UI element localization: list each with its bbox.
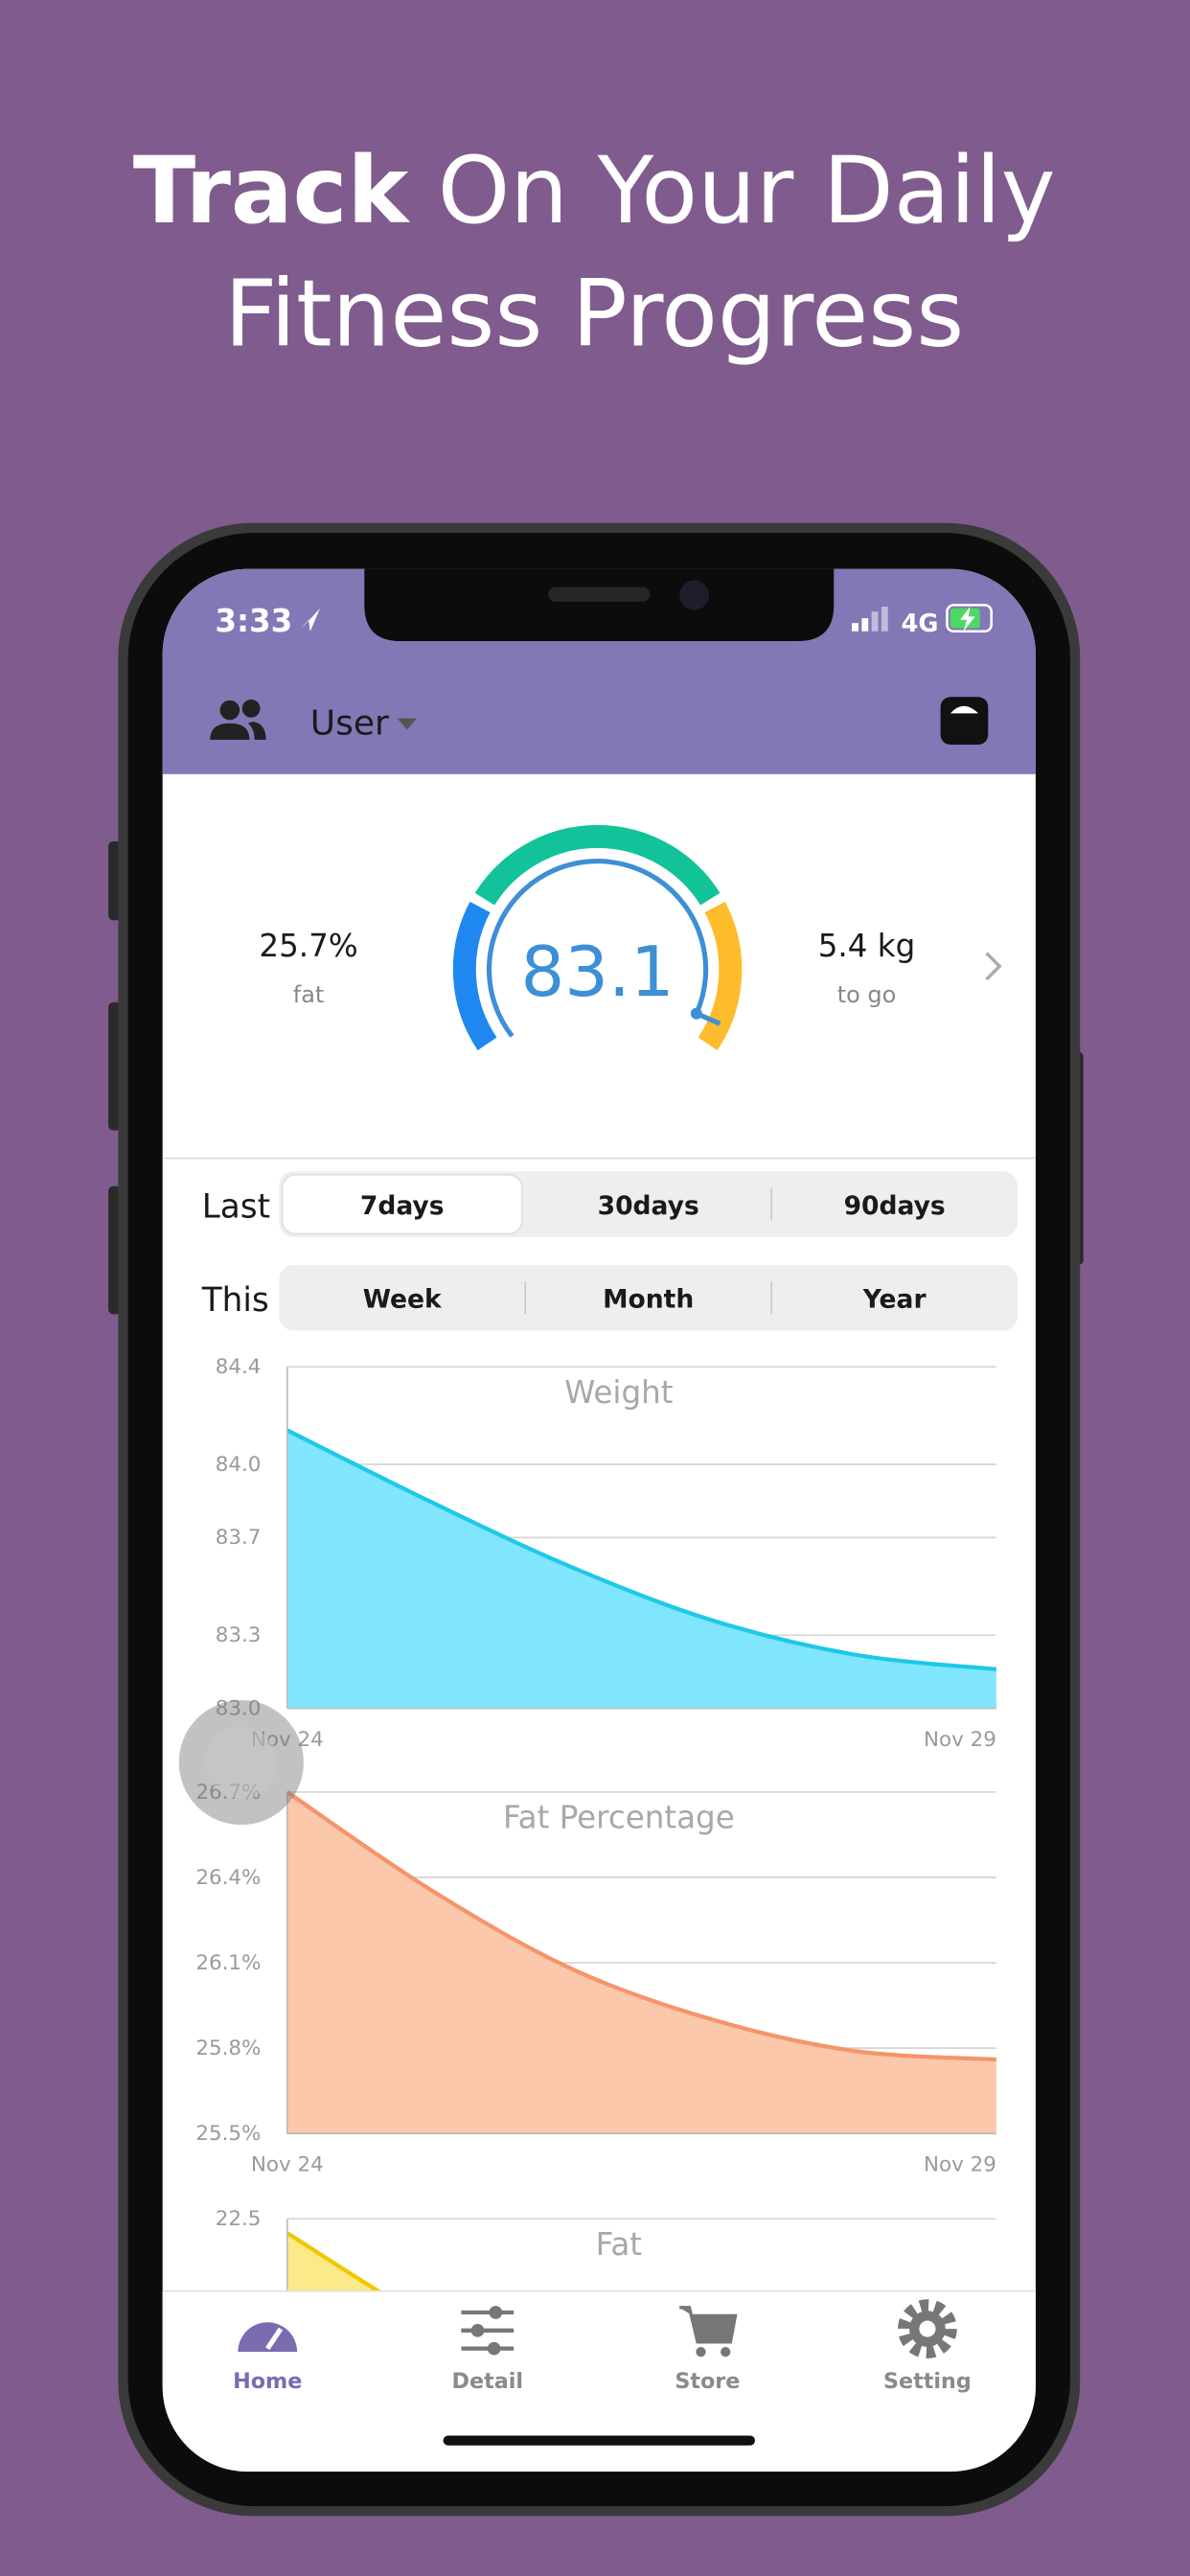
y-tick-label: 25.8% bbox=[195, 2036, 261, 2060]
status-time: 3:33 bbox=[215, 603, 292, 639]
segment-selected bbox=[281, 1173, 523, 1235]
location-icon bbox=[300, 608, 321, 632]
tab-label[interactable]: Store bbox=[675, 2369, 740, 2394]
y-tick-label: 83.0 bbox=[216, 1696, 262, 1720]
tab-label[interactable]: Setting bbox=[883, 2369, 972, 2394]
tab-label[interactable]: Home bbox=[233, 2369, 302, 2394]
x-tick-label: Nov 29 bbox=[924, 2153, 996, 2177]
y-tick-label: 25.5% bbox=[195, 2122, 261, 2146]
chevron[interactable] bbox=[985, 952, 1002, 981]
goal-label: to go bbox=[837, 981, 897, 1008]
y-tick-label: 83.3 bbox=[216, 1623, 262, 1647]
y-tick-label: 84.4 bbox=[216, 1355, 262, 1379]
dropdown-caret bbox=[397, 718, 418, 730]
charging-icon bbox=[960, 607, 975, 632]
goal-value: 5.4 kg bbox=[818, 928, 916, 964]
touch-indicator-core bbox=[205, 1726, 278, 1799]
fat-value: 25.7% bbox=[259, 928, 357, 964]
segment-option[interactable]: 7days bbox=[360, 1191, 445, 1221]
area-line bbox=[286, 1790, 996, 2062]
tab-label[interactable]: Detail bbox=[452, 2369, 524, 2394]
speaker bbox=[548, 586, 651, 602]
tab-icon[interactable] bbox=[679, 2306, 738, 2358]
segment-option[interactable]: Year bbox=[862, 1285, 927, 1315]
gauge-low bbox=[452, 901, 497, 1050]
user-name[interactable]: User bbox=[310, 704, 389, 744]
tab-icon[interactable] bbox=[898, 2299, 957, 2358]
segmented-control bbox=[279, 1265, 1018, 1331]
y-tick-label: 22.5 bbox=[216, 2207, 262, 2231]
notch bbox=[364, 568, 835, 642]
headline: Track On Your Daily bbox=[133, 137, 1056, 244]
segment-option[interactable]: 30days bbox=[598, 1191, 699, 1221]
tab-icon[interactable] bbox=[238, 2322, 298, 2353]
tab-icon[interactable] bbox=[461, 2306, 515, 2356]
home-indicator bbox=[443, 2435, 756, 2446]
chart-title: Fat bbox=[596, 2226, 642, 2263]
chart-title: Fat Percentage bbox=[503, 1800, 735, 1836]
x-tick-label: Nov 24 bbox=[251, 2153, 324, 2177]
gauge-progress bbox=[487, 859, 709, 1038]
chart-clip: 22.5 Fat bbox=[216, 2207, 996, 2291]
y-tick-label: 84.0 bbox=[216, 1453, 262, 1477]
segment-option[interactable]: 90days bbox=[844, 1191, 946, 1221]
status-network: 4G bbox=[901, 610, 938, 638]
area-line bbox=[286, 1428, 997, 1671]
users-icon[interactable] bbox=[210, 699, 266, 740]
content: 25.7% fat 5.4 kg to go 83.1 Last 7days 30days 90… bbox=[162, 824, 1036, 2291]
headline-line1: On Your Daily bbox=[438, 137, 1056, 244]
headline-line2: Fitness Progress bbox=[224, 261, 964, 368]
y-tick-label: 26.1% bbox=[195, 1951, 261, 1975]
camera bbox=[679, 580, 710, 610]
scale-icon[interactable] bbox=[940, 697, 989, 745]
area-fill bbox=[286, 1430, 996, 1709]
chart-title: Weight bbox=[564, 1374, 673, 1411]
segment-option[interactable]: Month bbox=[603, 1285, 694, 1315]
tab-items: Home Detail Store Setting bbox=[233, 2299, 972, 2394]
chart: 25.5%25.8%26.1%26.4%26.7%Fat PercentageN… bbox=[195, 1781, 996, 2177]
scale-dial bbox=[950, 705, 979, 714]
range-label: Last bbox=[202, 1187, 270, 1226]
signal-icon bbox=[852, 607, 888, 632]
gauge-mid bbox=[474, 824, 721, 906]
fat-label: fat bbox=[293, 981, 325, 1008]
screen: 25.7% fat 5.4 kg to go 83.1 Last 7days 30days 90… bbox=[162, 568, 1036, 2472]
segment-option[interactable]: Week bbox=[363, 1285, 443, 1315]
x-tick-label: Nov 29 bbox=[924, 1728, 996, 1752]
gauge-high bbox=[698, 901, 743, 1050]
range-label: This bbox=[201, 1281, 269, 1320]
headline-bold: Track bbox=[133, 137, 411, 244]
area-fill bbox=[286, 1791, 996, 2134]
battery bbox=[946, 604, 993, 633]
gauge-value: 83.1 bbox=[520, 932, 674, 1012]
y-tick-label: 26.4% bbox=[195, 1866, 261, 1890]
y-tick-label: 83.7 bbox=[216, 1526, 262, 1550]
gauge-dot bbox=[690, 1007, 702, 1020]
